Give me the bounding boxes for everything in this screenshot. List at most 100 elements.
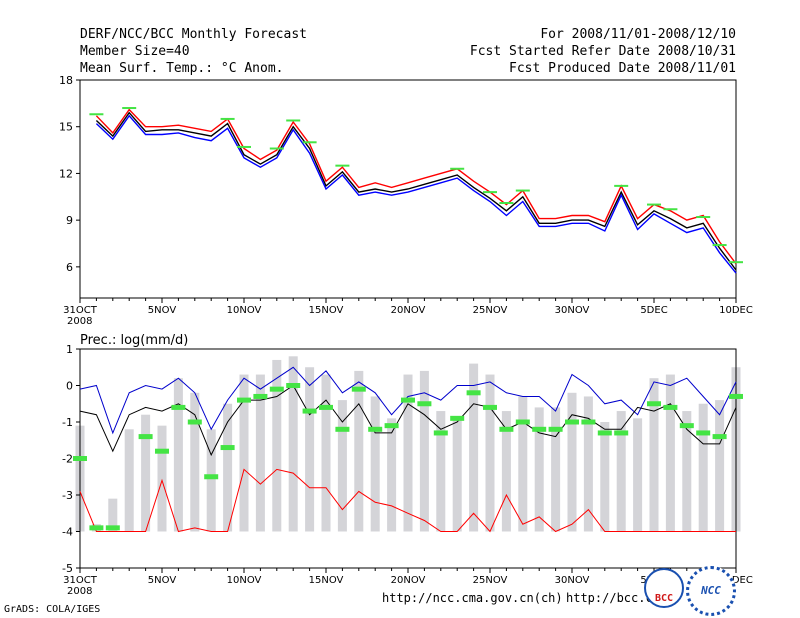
- prec-green-mark: [614, 430, 629, 436]
- prec-bar: [206, 429, 216, 532]
- prec-bar: [436, 411, 446, 532]
- prec-bar: [305, 367, 315, 532]
- x-tick-label: 20NOV: [391, 575, 426, 586]
- bcc-url-link[interactable]: http://bcc.c: [566, 591, 653, 605]
- prec-green-mark: [532, 426, 547, 432]
- y-tick-label: -4: [62, 526, 73, 539]
- prec-bar: [518, 396, 528, 532]
- prec-green-mark: [696, 430, 711, 436]
- ncc-logo: NCC: [686, 566, 736, 616]
- y-tick-label: 1: [66, 343, 73, 356]
- temp-green-mark: [269, 147, 284, 150]
- x-tick-label: 25NOV: [473, 305, 508, 316]
- prec-green-mark: [302, 408, 317, 414]
- temp-green-mark: [696, 216, 711, 219]
- prec-bar: [583, 396, 593, 532]
- prec-bar: [419, 370, 429, 532]
- forecast-start-label: Fcst Started Refer Date 2008/10/31: [469, 44, 736, 59]
- prec-green-mark: [466, 390, 481, 396]
- prec-bar: [239, 374, 249, 532]
- temp-green-mark: [483, 191, 497, 194]
- prec-bar: [223, 403, 233, 532]
- prec-green-mark: [417, 401, 432, 407]
- prec-green-mark: [351, 386, 366, 392]
- prec-bar: [124, 429, 134, 532]
- prec-bar: [157, 425, 167, 532]
- prec-green-mark: [548, 426, 563, 432]
- prec-bar: [600, 422, 610, 532]
- prec-bar: [321, 374, 331, 532]
- temp-series-line: [95, 111, 737, 271]
- x-tick-label: 30NOV: [555, 305, 590, 316]
- prec-series-line: [79, 366, 737, 435]
- x-tick-label: 31OCT: [63, 575, 98, 586]
- prec-bar: [649, 378, 659, 532]
- y-tick-label: -5: [62, 562, 73, 575]
- temp-green-mark: [286, 119, 301, 122]
- x-year-label: 2008: [67, 316, 92, 327]
- prec-bar: [567, 392, 577, 532]
- bcc-logo-text: BCC: [654, 593, 674, 604]
- prec-bar: [616, 411, 626, 532]
- prec-green-mark: [204, 474, 219, 480]
- temp-green-mark: [614, 184, 629, 187]
- x-tick-label: 25NOV: [473, 575, 508, 586]
- temp-green-mark: [450, 167, 465, 170]
- prec-green-mark: [647, 401, 661, 407]
- x-tick-label: 30NOV: [555, 575, 590, 586]
- forecast-produced-label: Fcst Produced Date 2008/11/01: [509, 61, 736, 76]
- prec-green-mark: [220, 445, 235, 451]
- y-tick-label: 12: [59, 167, 73, 180]
- temp-green-mark: [89, 113, 104, 116]
- temp-green-mark: [335, 164, 350, 167]
- member-size-label: Member Size=40: [80, 44, 190, 59]
- x-tick-label: 31OCT: [63, 305, 98, 316]
- prec-bar: [698, 403, 708, 532]
- ncc-url-link[interactable]: http://ncc.cma.gov.cn(ch): [382, 591, 563, 605]
- prec-green-mark: [237, 397, 251, 403]
- temp-series-line: [95, 114, 737, 274]
- prec-green-mark: [450, 415, 465, 421]
- x-tick-label: 5DEC: [640, 305, 667, 316]
- temp-green-mark: [220, 117, 235, 120]
- x-tick-label: 5NOV: [148, 305, 177, 316]
- prec-green-mark: [73, 456, 87, 461]
- prec-bar: [469, 363, 479, 532]
- x-tick-label: 10NOV: [227, 305, 262, 316]
- prec-series-line: [79, 468, 736, 533]
- temp-series-line: [95, 108, 737, 265]
- prec-bar: [633, 418, 643, 532]
- y-tick-label: 15: [59, 121, 73, 134]
- y-tick-label: 9: [66, 214, 73, 227]
- y-tick-label: -3: [62, 489, 73, 502]
- temp-green-mark: [647, 203, 661, 206]
- prec-bar: [501, 411, 511, 532]
- prec-bar: [534, 407, 544, 532]
- prec-green-mark: [171, 404, 186, 410]
- prec-green-mark: [105, 525, 120, 531]
- prec-green-mark: [187, 419, 202, 425]
- prec-green-mark: [286, 383, 301, 388]
- prec-green-mark: [138, 434, 153, 440]
- prec-green-mark: [89, 525, 104, 531]
- grads-credit: GrADS: COLA/IGES: [4, 604, 101, 615]
- y-tick-label: -2: [62, 453, 73, 466]
- temp-green-mark: [302, 141, 317, 144]
- x-tick-label: 20NOV: [391, 305, 426, 316]
- x-tick-label: 10DEC: [719, 305, 753, 316]
- temp-green-mark: [515, 189, 530, 192]
- prec-bar: [665, 374, 675, 532]
- prec-bar: [370, 396, 380, 532]
- prec-green-mark: [319, 404, 333, 410]
- prec-green-mark: [483, 404, 497, 410]
- prec-green-mark: [433, 430, 448, 436]
- prec-green-mark: [368, 426, 383, 432]
- prec-green-mark: [499, 426, 514, 432]
- prec-green-mark: [269, 386, 284, 392]
- x-tick-label: 10NOV: [227, 575, 262, 586]
- prec-series-line: [79, 384, 737, 457]
- chart-title: DERF/NCC/BCC Monthly Forecast: [80, 27, 307, 42]
- temp-green-mark: [663, 208, 678, 211]
- prec-bar: [255, 374, 265, 532]
